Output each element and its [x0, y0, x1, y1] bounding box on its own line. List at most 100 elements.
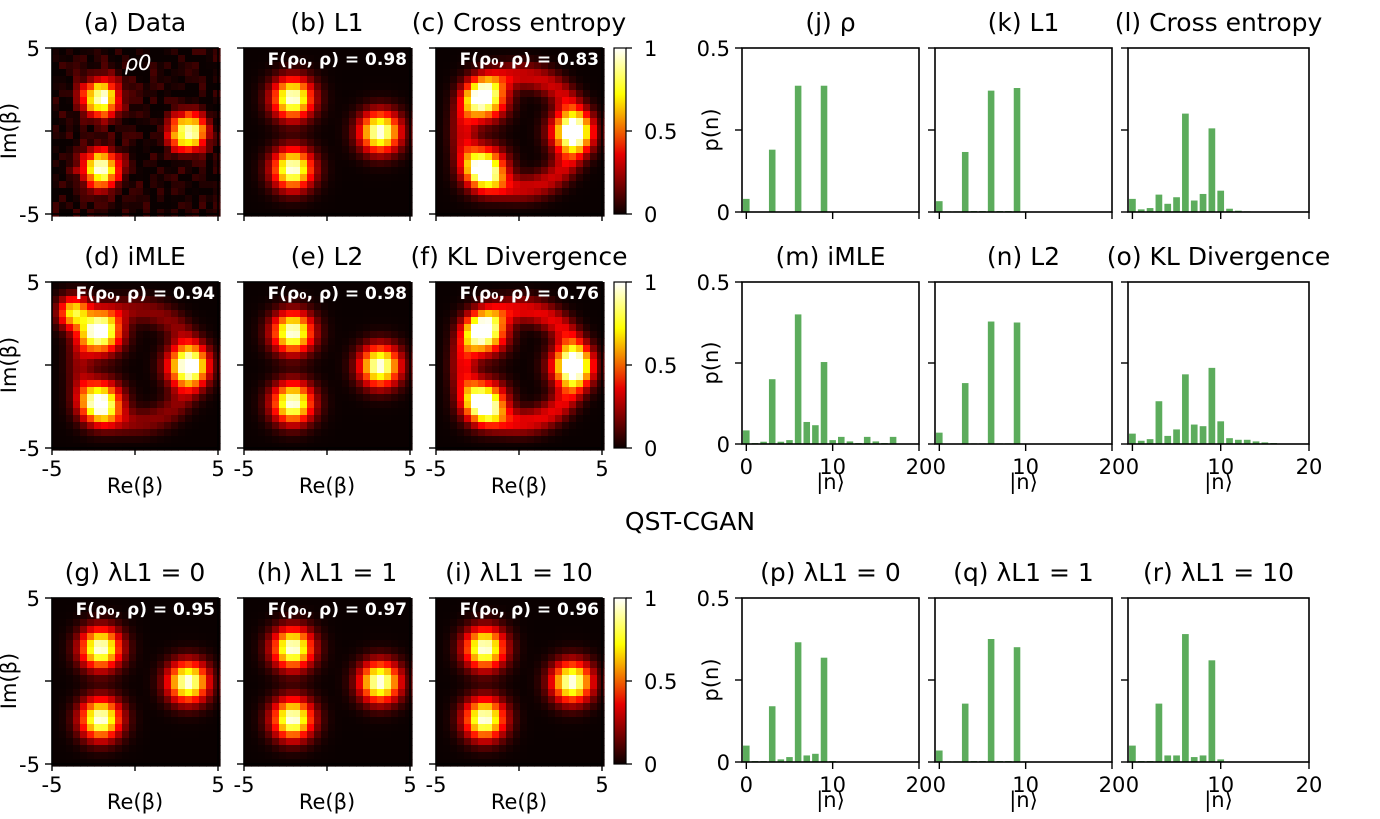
- heatmap-cell: [192, 696, 200, 704]
- heatmap-cell: [164, 619, 172, 627]
- heatmap-cell: [108, 111, 116, 119]
- heatmap-cell: [213, 324, 221, 332]
- heatmap-cell: [391, 181, 399, 189]
- heatmap-cell: [314, 724, 322, 732]
- heatmap-cell: [499, 76, 507, 84]
- heatmap-cell: [73, 97, 81, 105]
- heatmap-cell: [73, 202, 81, 210]
- heatmap-b: (b) L1F(ρ₀, ρ) = 0.98: [237, 8, 413, 221]
- heatmap-cell: [335, 104, 343, 112]
- heatmap-cell: [293, 139, 301, 147]
- heatmap-cell: [178, 626, 186, 634]
- heatmap-cell: [185, 633, 193, 641]
- heatmap-cell: [450, 401, 458, 409]
- heatmap-cell: [59, 731, 67, 739]
- heatmap-cell: [450, 626, 458, 634]
- heatmap-cell: [258, 654, 266, 662]
- heatmap-cell: [335, 202, 343, 210]
- heatmap-cell: [478, 619, 486, 627]
- heatmap-cell: [314, 752, 322, 760]
- heatmap-cell: [328, 738, 336, 746]
- heatmap-cell: [356, 209, 364, 217]
- heatmap-cell: [363, 317, 371, 325]
- heatmap-cell: [293, 598, 301, 606]
- heatmap-cell: [136, 668, 144, 676]
- heatmap-cell: [52, 97, 60, 105]
- heatmap-cell: [590, 111, 598, 119]
- heatmap-cell: [342, 415, 350, 423]
- heatmap-cell: [136, 661, 144, 669]
- heatmap-cell: [293, 146, 301, 154]
- heatmap-cell: [272, 167, 280, 175]
- heatmap-cell: [258, 209, 266, 217]
- heatmap-cell: [244, 724, 252, 732]
- heatmap-cell: [384, 160, 392, 168]
- heatmap-cell: [391, 125, 399, 133]
- heatmap-cell: [471, 76, 479, 84]
- heatmap-cell: [59, 436, 67, 444]
- heatmap-cell: [356, 422, 364, 430]
- heatmap-cell: [164, 380, 172, 388]
- heatmap-cell: [108, 146, 116, 154]
- heatmap-cell: [286, 153, 294, 161]
- heatmap-cell: [136, 153, 144, 161]
- heatmap-cell: [52, 626, 60, 634]
- heatmap-cell: [478, 324, 486, 332]
- heatmap-cell: [150, 373, 158, 381]
- heatmap-cell: [534, 55, 542, 63]
- heatmap-cell: [307, 90, 315, 98]
- heatmap-cell: [328, 55, 336, 63]
- heatmap-cell: [576, 146, 584, 154]
- heatmap-cell: [192, 146, 200, 154]
- heatmap-cell: [384, 401, 392, 409]
- heatmap-cell: [199, 83, 207, 91]
- heatmap-cell: [363, 209, 371, 217]
- heatmap-cell: [457, 195, 465, 203]
- heatmap-cell: [136, 83, 144, 91]
- heatmap-cell: [122, 668, 130, 676]
- heatmap-cell: [279, 303, 287, 311]
- heatmap-cell: [300, 429, 308, 437]
- heatmap-cell: [391, 174, 399, 182]
- heatmap-cell: [192, 633, 200, 641]
- heatmap-cell: [321, 696, 329, 704]
- heatmap-cell: [178, 104, 186, 112]
- heatmap-cell: [534, 429, 542, 437]
- heatmap-cell: [52, 352, 60, 360]
- heatmap-cell: [478, 654, 486, 662]
- heatmap-cell: [548, 132, 556, 140]
- heatmap-cell: [534, 146, 542, 154]
- heatmap-cell: [286, 738, 294, 746]
- heatmap-cell: [73, 118, 81, 126]
- heatmap-cell: [457, 752, 465, 760]
- heatmap-cell: [548, 401, 556, 409]
- heatmap-cell: [492, 696, 500, 704]
- heatmap-cell: [534, 174, 542, 182]
- heatmap-cell: [101, 443, 109, 451]
- heatmap-cell: [384, 97, 392, 105]
- heatmap-cell: [377, 317, 385, 325]
- heatmap-cell: [555, 310, 563, 318]
- heatmap-cell: [73, 661, 81, 669]
- heatmap-cell: [164, 352, 172, 360]
- heatmap-cell: [265, 195, 273, 203]
- heatmap-cell: [136, 202, 144, 210]
- heatmap-cell: [457, 373, 465, 381]
- heatmap-cell: [143, 132, 151, 140]
- heatmap-cell: [94, 146, 102, 154]
- heatmap-cell: [87, 668, 95, 676]
- heatmap-cell: [464, 626, 472, 634]
- heatmap-cell: [471, 598, 479, 606]
- heatmap-cell: [136, 745, 144, 753]
- heatmap-cell: [300, 696, 308, 704]
- heatmap-cell: [457, 282, 465, 290]
- heatmap-cell: [443, 69, 451, 77]
- heatmap-cell: [213, 724, 221, 732]
- heatmap-cell: [52, 345, 60, 353]
- heatmap-cell: [244, 90, 252, 98]
- heatmap-cell: [471, 296, 479, 304]
- heatmap-cell: [251, 324, 259, 332]
- heatmap-cell: [164, 146, 172, 154]
- heatmap-cell: [485, 188, 493, 196]
- heatmap-cell: [73, 55, 81, 63]
